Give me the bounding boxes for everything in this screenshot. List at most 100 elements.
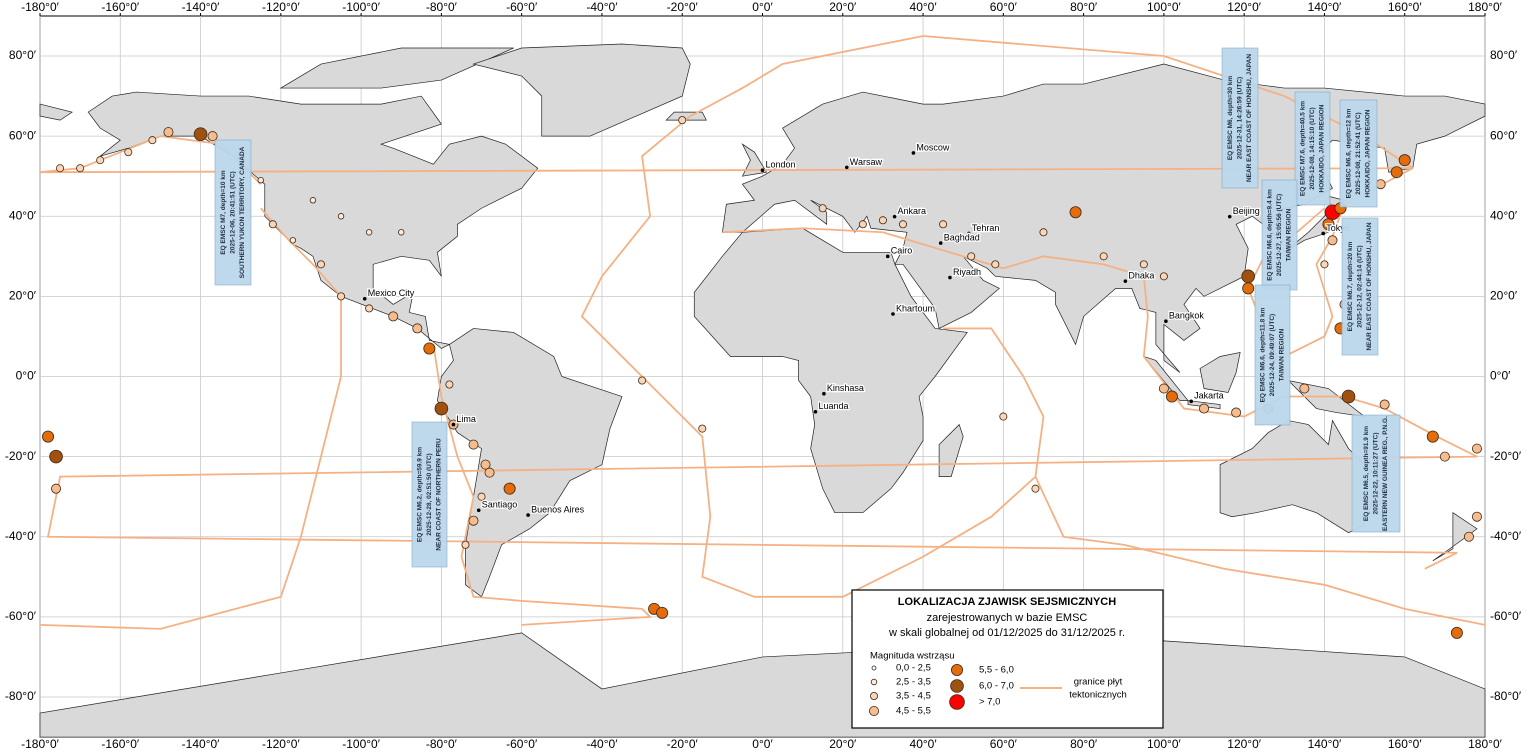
legend-swatch <box>869 706 880 717</box>
city-dot <box>451 422 456 427</box>
legend-swatch <box>951 664 964 677</box>
lon-label-top: -20°0′ <box>667 0 699 14</box>
lon-label-top: -120°0′ <box>262 0 300 14</box>
lat-label-left: -80°0′ <box>5 689 37 703</box>
annotation-text: 2025-12-12, 02:44:14 (UTC) <box>1357 245 1364 327</box>
annotation-box <box>1261 179 1298 291</box>
city-label: London <box>766 160 796 170</box>
city-label: Santiago <box>482 500 518 510</box>
city-dot <box>1123 279 1128 283</box>
city-dot <box>911 151 916 155</box>
earthquake <box>289 237 297 244</box>
lon-label-bottom: 40°0′ <box>910 737 938 751</box>
eurasia <box>722 64 1485 372</box>
legend-label: 4,5 - 5,5 <box>896 706 931 717</box>
lon-label-top: -80°0′ <box>426 0 458 14</box>
earthquake <box>484 467 495 478</box>
lat-label-left: -40°0′ <box>5 529 37 543</box>
earthquake <box>678 116 687 125</box>
city-dot <box>948 275 952 280</box>
earthquake <box>999 412 1008 421</box>
lon-label-bottom: 60°0′ <box>990 737 1018 751</box>
earthquake <box>878 216 887 225</box>
lat-label-right: -80°0′ <box>1490 689 1522 703</box>
earthquake <box>698 424 707 433</box>
annotation-text: HOKKAIDO, JAPAN REGION <box>1365 109 1372 197</box>
earthquake <box>1341 389 1356 404</box>
earthquake <box>1379 399 1390 410</box>
lon-label-bottom: 80°0′ <box>1070 737 1098 751</box>
lat-label-left: -60°0′ <box>5 609 37 623</box>
lon-label-bottom: 140°0′ <box>1308 737 1342 751</box>
city-dot <box>1321 231 1326 236</box>
lon-label-top: -100°0′ <box>342 0 380 14</box>
city-label: Lima <box>456 414 476 424</box>
lon-label-bottom: 160°0′ <box>1388 737 1422 751</box>
legend-label: 5,5 - 6,0 <box>979 665 1014 676</box>
legend: LOKALIZACJA ZJAWISK SEJSMICZNYCH zarejest… <box>851 589 1164 729</box>
city-label: Warsaw <box>850 157 883 167</box>
earthquake <box>434 401 449 416</box>
lon-label-top: -140°0′ <box>182 0 220 14</box>
earthquake <box>1390 166 1403 179</box>
earthquake <box>163 127 174 138</box>
lon-label-top: 40°0′ <box>910 0 938 14</box>
city-dot <box>844 165 849 170</box>
annotation-box <box>1221 47 1259 189</box>
earthquake <box>96 156 105 165</box>
earthquake <box>1241 269 1255 284</box>
legend-label: 2,5 - 3,5 <box>896 677 931 688</box>
lon-label-top: 60°0′ <box>990 0 1018 14</box>
lon-label-top: 0°0′ <box>752 0 773 14</box>
plate-boundary <box>1035 477 1485 625</box>
earthquake <box>148 136 157 145</box>
lon-label-bottom: -100°0′ <box>342 737 380 751</box>
lat-label-right: 80°0′ <box>1490 48 1518 62</box>
city-label: Khartoum <box>896 303 935 313</box>
lon-label-top: 140°0′ <box>1308 0 1342 14</box>
earthquake <box>480 459 491 470</box>
earthquake <box>858 220 867 229</box>
lon-label-bottom: -80°0′ <box>426 737 458 751</box>
africa <box>694 228 967 512</box>
lon-label-bottom: 0°0′ <box>752 737 773 751</box>
earthquake <box>49 449 63 464</box>
legend-swatch <box>950 679 964 693</box>
iceland <box>666 112 706 120</box>
annotation-text: EQ EMSC M6.5, depth=91.9 km <box>1363 426 1370 521</box>
earthquake <box>337 292 346 301</box>
city-dot <box>1227 214 1232 219</box>
chukotka <box>40 104 72 120</box>
legend-plate-label: granice płyt <box>1074 677 1123 688</box>
city-dot <box>813 409 818 414</box>
greenland <box>473 44 690 136</box>
earthquake <box>967 252 976 261</box>
earthquake <box>51 483 62 494</box>
lon-label-bottom: 120°0′ <box>1227 737 1261 751</box>
earthquake <box>412 323 423 334</box>
earthquake <box>1299 383 1310 394</box>
lon-label-top: -160°0′ <box>101 0 139 14</box>
annotation-text: NEAR EAST COAST OF HONSHU, JAPAN <box>1246 54 1253 182</box>
lat-label-left: 0°0′ <box>16 369 37 383</box>
lon-label-top: 20°0′ <box>829 0 857 14</box>
city-label: Cairo <box>891 246 913 256</box>
lon-label-bottom: -120°0′ <box>262 737 300 751</box>
lon-label-bottom: -180°0′ <box>21 737 59 751</box>
earthquake <box>423 342 436 355</box>
lat-label-right: -20°0′ <box>1490 449 1522 463</box>
lat-label-right: -40°0′ <box>1490 529 1522 543</box>
new-zealand <box>1433 513 1477 561</box>
city-dot <box>362 296 367 301</box>
lat-label-right: 0°0′ <box>1490 369 1511 383</box>
earthquake <box>365 229 373 236</box>
lon-label-bottom: 100°0′ <box>1147 737 1181 751</box>
legend-box <box>851 589 1164 729</box>
lon-label-top: 100°0′ <box>1147 0 1181 14</box>
earthquake <box>388 311 399 322</box>
lon-label-top: -180°0′ <box>21 0 59 14</box>
earthquake <box>1039 228 1048 237</box>
earthquake <box>365 304 374 313</box>
